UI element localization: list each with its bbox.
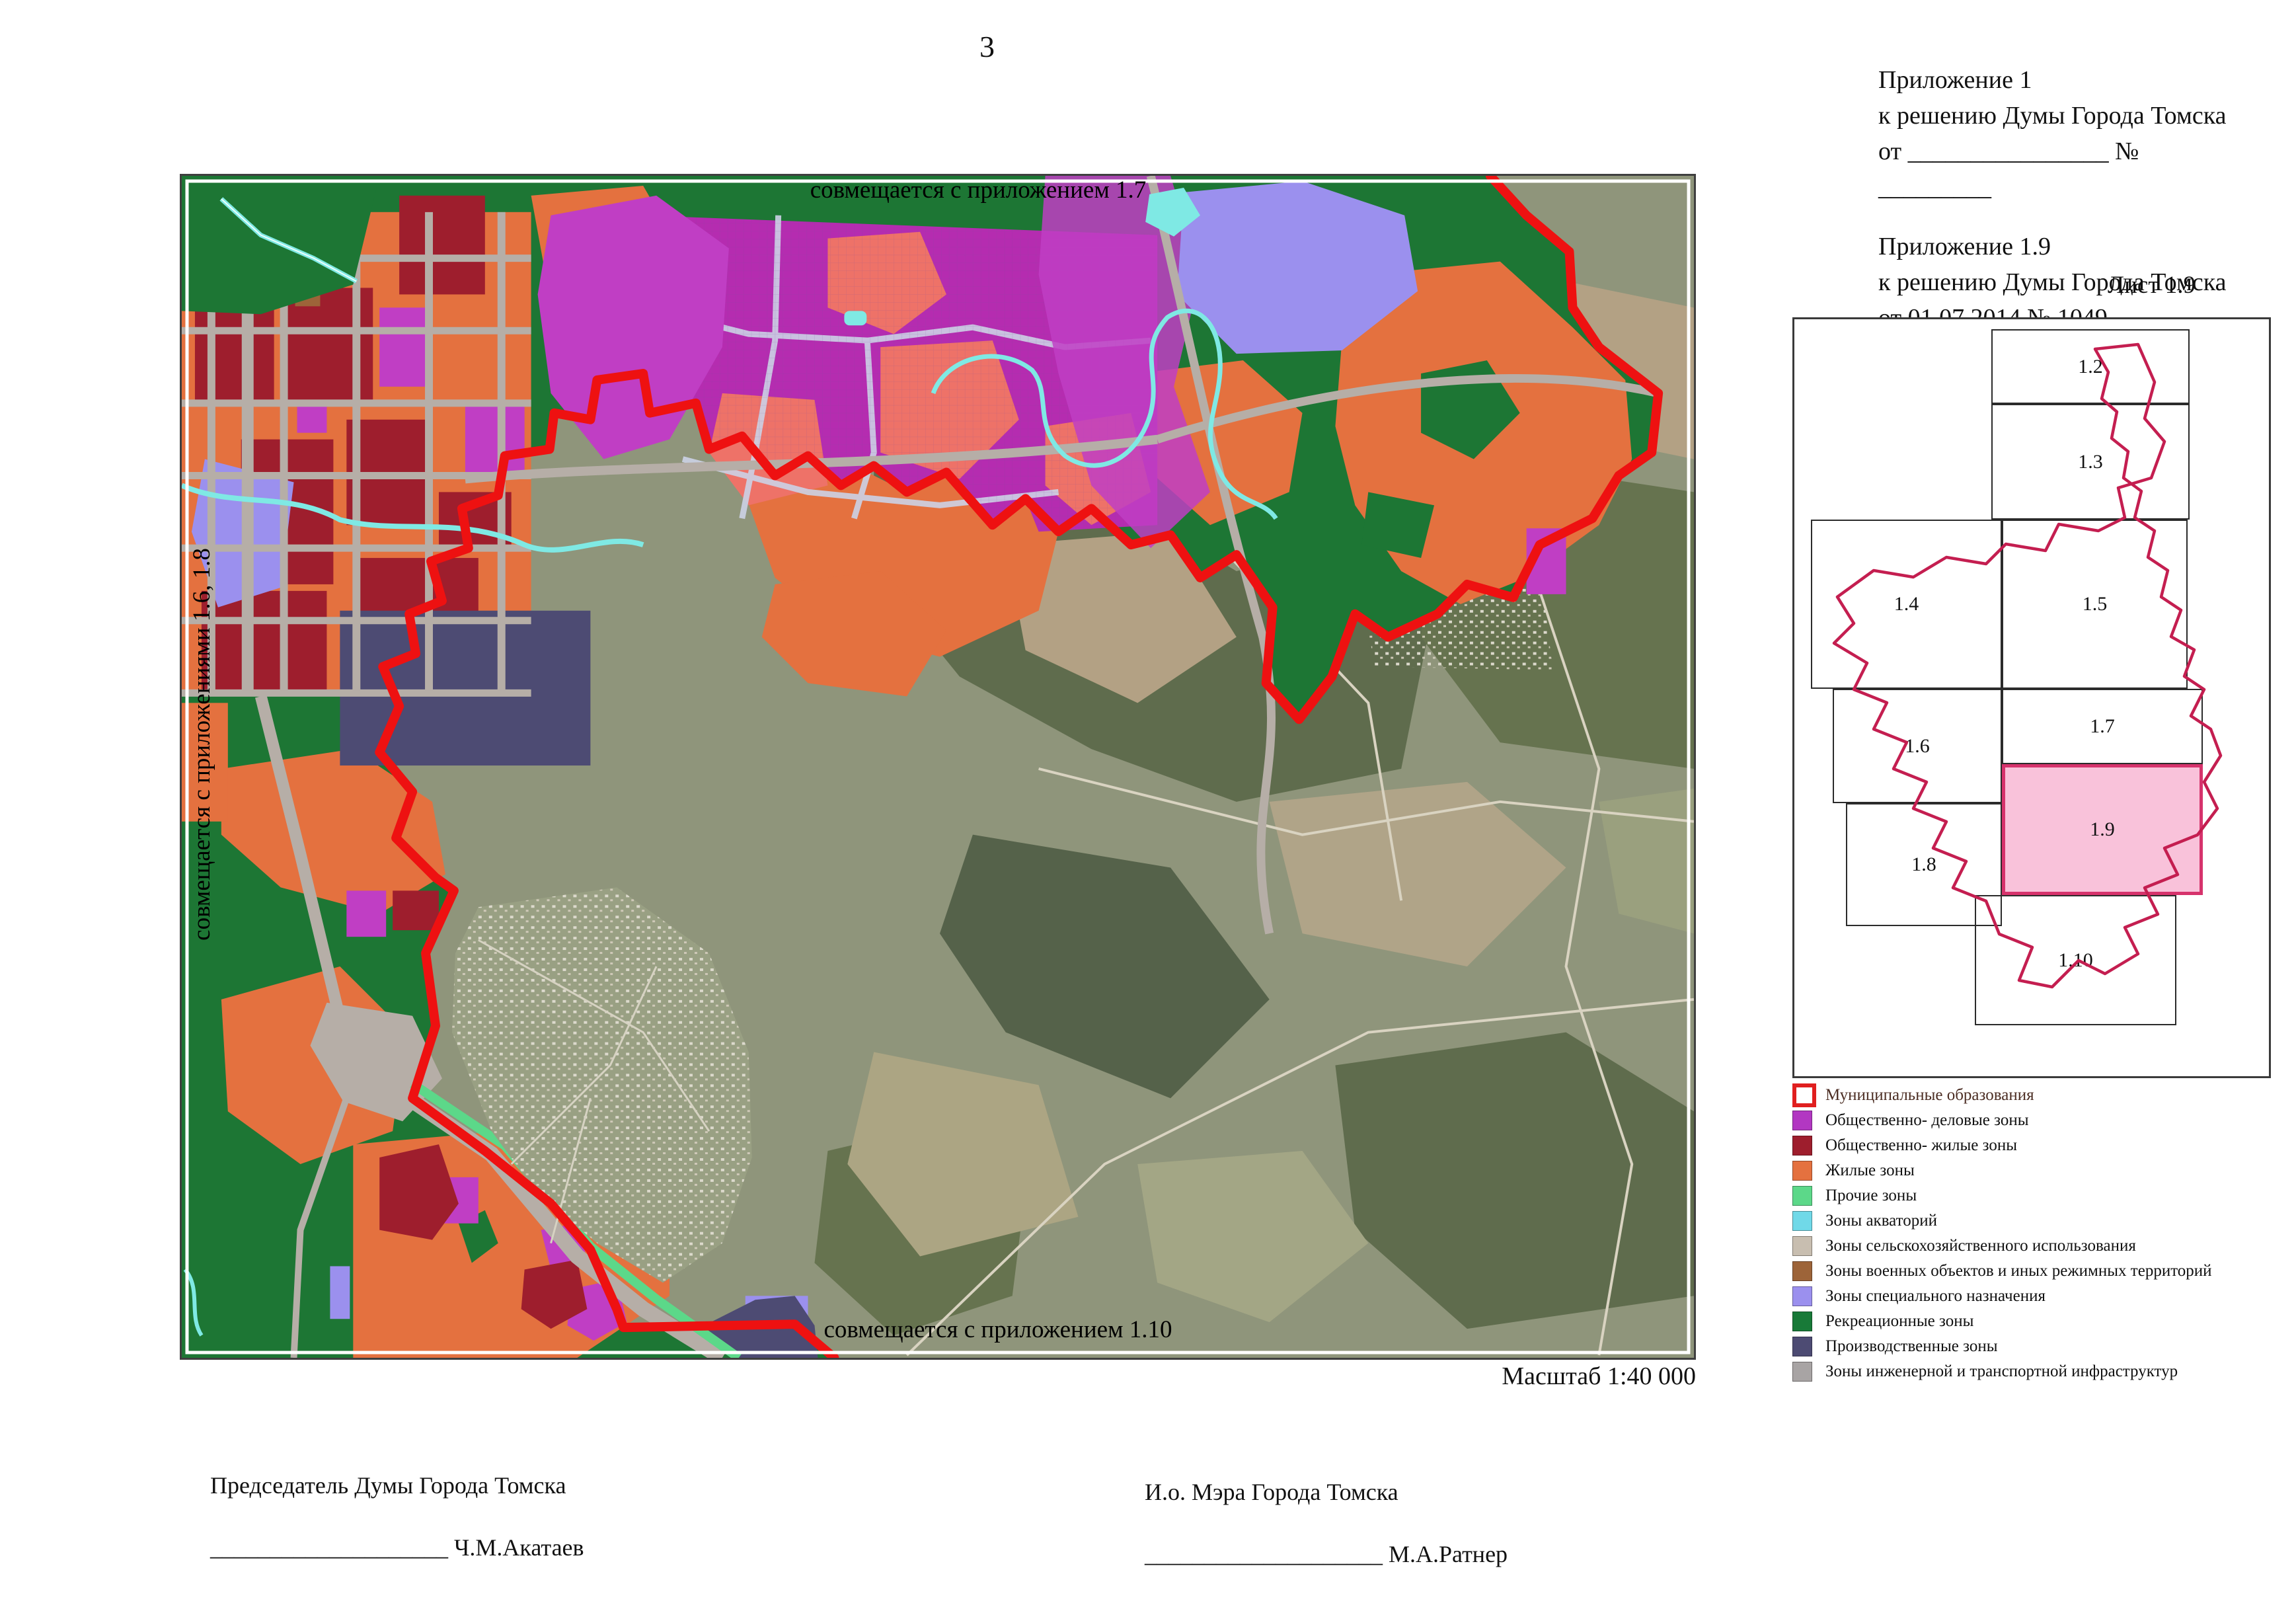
page-number: 3 [979,30,995,63]
legend-label: Зоны специального назначения [1825,1287,2046,1305]
legend-item: Производственные зоны [1792,1334,2296,1359]
legend-label: Зоны сельскохозяйственного использования [1825,1237,2136,1255]
legend-item: Жилые зоны [1792,1158,2296,1183]
index-sheet-1-4: 1.4 [1811,520,2002,689]
index-sheet-1-2: 1.2 [1991,329,2190,404]
legend-item: Зоны инженерной и транспортной инфрастру… [1792,1359,2296,1384]
zone-color-swatch-icon [1792,1337,1812,1356]
index-sheet-label: 1.4 [1894,593,1919,615]
zone-color-swatch-icon [1792,1136,1812,1156]
edge-label-top: совмещается с приложением 1.7 [810,176,1147,204]
index-sheet-1-3: 1.3 [1991,404,2190,520]
map-inner-border [185,179,1691,1354]
edge-label-left: совмещается с приложениями 1.6, 1.8 [188,548,215,941]
legend-item: Общественно- деловые зоны [1792,1108,2296,1133]
index-sheet-label: 1.5 [2082,593,2108,615]
legend-item: Зоны акваторий [1792,1208,2296,1234]
legend-item: Зоны сельскохозяйственного использования [1792,1234,2296,1259]
legend-item: Прочие зоны [1792,1183,2296,1208]
zone-color-swatch-icon [1792,1211,1812,1231]
municipal-boundary-swatch-icon [1792,1083,1816,1107]
legend-label: Общественно- деловые зоны [1825,1111,2029,1129]
zoned-area-layer [182,176,1660,1358]
appendix19-line2: к решению Думы Города Томска [1878,268,2227,296]
appendix1-line1: Приложение 1 [1878,66,2032,94]
legend-label: Рекреационные зоны [1825,1312,1974,1330]
zone-color-swatch-icon [1792,1111,1812,1130]
signature-right-line: ____________________ М.А.Ратнер [1145,1541,1508,1567]
legend-label: Жилые зоны [1825,1161,1915,1179]
index-sheet-label: 1.3 [2078,450,2103,473]
legend-label: Зоны военных объектов и иных режимных те… [1825,1262,2212,1280]
map-scale-label: Масштаб 1:40 000 [1502,1362,1696,1390]
municipal-boundary-line [375,176,1664,1358]
edge-label-bottom: совмещается с приложением 1.10 [823,1316,1172,1343]
legend-item: Общественно- жилые зоны [1792,1133,2296,1158]
sheet-index-map: 1.2 1.3 1.4 1.5 1.6 1.7 1.8 1.9 1.10 [1792,317,2271,1078]
legend-item: Рекреационные зоны [1792,1309,2296,1334]
zone-color-swatch-icon [1792,1186,1812,1206]
index-sheet-label: 1.8 [1911,853,1936,875]
legend-item: Зоны специального назначения [1792,1284,2296,1309]
index-sheet-label: 1.9 [2090,818,2115,840]
sheet-number-label: Лист 1.9 [2108,272,2196,299]
index-sheet-label: 1.6 [1905,734,1930,757]
appendix19-line1: Приложение 1.9 [1878,233,2051,260]
legend-item: Муниципальные образования [1792,1083,2296,1108]
map-legend: Муниципальные образования Общественно- д… [1792,1083,2296,1384]
legend-label: Общественно- жилые зоны [1825,1136,2018,1154]
zone-color-swatch-icon [1792,1161,1812,1181]
zone-color-swatch-icon [1792,1362,1812,1382]
legend-label: Зоны инженерной и транспортной инфрастру… [1825,1362,2178,1380]
zoning-map [180,174,1696,1360]
index-sheet-label: 1.10 [2058,949,2093,971]
index-sheet-1-9-current: 1.9 [2002,764,2203,895]
index-sheet-1-5: 1.5 [2002,520,2188,689]
zone-color-swatch-icon [1792,1312,1812,1331]
legend-label: Муниципальные образования [1825,1086,2034,1104]
index-sheet-label: 1.2 [2078,355,2103,377]
legend-label: Прочие зоны [1825,1187,1917,1204]
zone-color-swatch-icon [1792,1261,1812,1281]
legend-label: Зоны акваторий [1825,1212,1937,1230]
signature-left-title: Председатель Думы Города Томска [210,1472,566,1499]
zoning-map-art [182,176,1694,1358]
signature-left-line: ____________________ Ч.М.Акатаев [210,1534,584,1561]
zone-color-swatch-icon [1792,1236,1812,1256]
zone-color-swatch-icon [1792,1286,1812,1306]
header-block: Приложение 1 к решению Думы Города Томск… [1878,62,2235,336]
index-sheet-1-7: 1.7 [2002,689,2203,764]
appendix1-line3: от ________________ № _________ [1878,137,2139,201]
legend-label: Производственные зоны [1825,1337,1998,1355]
index-sheet-label: 1.7 [2090,715,2115,737]
signature-right-title: И.о. Мэра Города Томска [1145,1479,1398,1505]
appendix1-line2: к решению Думы Города Томска [1878,102,2227,130]
index-sheet-1-10: 1.10 [1975,895,2176,1025]
index-sheet-1-6: 1.6 [1833,689,2002,803]
legend-item: Зоны военных объектов и иных режимных те… [1792,1259,2296,1284]
